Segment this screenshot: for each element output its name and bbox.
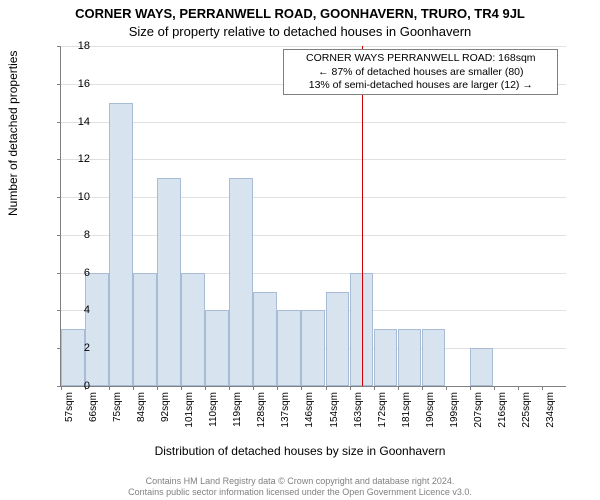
x-tick-mark	[229, 386, 230, 390]
y-tick-label: 16	[60, 78, 90, 90]
x-tick-label: 234sqm	[545, 392, 556, 432]
x-tick-mark	[301, 386, 302, 390]
x-tick-label: 57sqm	[64, 392, 75, 432]
histogram-bar	[229, 178, 253, 386]
histogram-bar	[422, 329, 446, 386]
annot-line1: CORNER WAYS PERRANWELL ROAD: 168sqm	[286, 52, 555, 65]
x-tick-label: 128sqm	[256, 392, 267, 432]
histogram-bar	[253, 292, 277, 386]
gridline-h	[61, 122, 566, 123]
y-tick-label: 2	[60, 342, 90, 354]
histogram-bar	[181, 273, 205, 386]
histogram-bar	[277, 310, 301, 386]
y-tick-label: 0	[60, 380, 90, 392]
x-tick-mark	[494, 386, 495, 390]
chart-container: CORNER WAYS, PERRANWELL ROAD, GOONHAVERN…	[0, 0, 600, 500]
x-tick-label: 154sqm	[329, 392, 340, 432]
x-tick-label: 146sqm	[304, 392, 315, 432]
x-tick-label: 75sqm	[112, 392, 123, 432]
x-tick-mark	[350, 386, 351, 390]
footer-line2: Contains public sector information licen…	[0, 487, 600, 498]
x-tick-mark	[398, 386, 399, 390]
x-tick-mark	[109, 386, 110, 390]
y-tick-label: 18	[60, 40, 90, 52]
histogram-bar	[85, 273, 109, 386]
x-tick-label: 207sqm	[473, 392, 484, 432]
x-tick-label: 137sqm	[280, 392, 291, 432]
chart-title-line1: CORNER WAYS, PERRANWELL ROAD, GOONHAVERN…	[0, 6, 600, 21]
x-tick-label: 110sqm	[208, 392, 219, 432]
x-tick-label: 163sqm	[353, 392, 364, 432]
x-tick-mark	[542, 386, 543, 390]
x-tick-mark	[422, 386, 423, 390]
y-tick-label: 8	[60, 229, 90, 241]
histogram-bar	[133, 273, 157, 386]
footer-line1: Contains HM Land Registry data © Crown c…	[0, 476, 600, 487]
histogram-bar	[109, 103, 133, 386]
histogram-bar	[374, 329, 398, 386]
x-tick-mark	[326, 386, 327, 390]
y-tick-label: 10	[60, 191, 90, 203]
x-tick-label: 190sqm	[425, 392, 436, 432]
marker-line	[362, 46, 363, 386]
histogram-bar	[470, 348, 494, 386]
x-tick-mark	[518, 386, 519, 390]
x-tick-label: 92sqm	[160, 392, 171, 432]
x-tick-label: 216sqm	[497, 392, 508, 432]
x-tick-label: 101sqm	[184, 392, 195, 432]
histogram-bar	[326, 292, 350, 386]
histogram-bar	[61, 329, 85, 386]
x-tick-mark	[205, 386, 206, 390]
x-tick-mark	[157, 386, 158, 390]
y-tick-label: 4	[60, 304, 90, 316]
y-axis-label: Number of detached properties	[6, 51, 20, 216]
x-tick-label: 181sqm	[401, 392, 412, 432]
x-tick-label: 66sqm	[88, 392, 99, 432]
histogram-bar	[205, 310, 229, 386]
plot-area: CORNER WAYS PERRANWELL ROAD: 168sqm← 87%…	[60, 46, 566, 387]
x-tick-label: 84sqm	[136, 392, 147, 432]
histogram-bar	[398, 329, 422, 386]
x-axis-label: Distribution of detached houses by size …	[0, 444, 600, 458]
x-tick-label: 199sqm	[449, 392, 460, 432]
x-tick-mark	[374, 386, 375, 390]
footer-attribution: Contains HM Land Registry data © Crown c…	[0, 476, 600, 498]
x-tick-label: 119sqm	[232, 392, 243, 432]
chart-title-line2: Size of property relative to detached ho…	[0, 24, 600, 39]
y-tick-label: 12	[60, 153, 90, 165]
x-tick-mark	[181, 386, 182, 390]
x-tick-label: 172sqm	[377, 392, 388, 432]
y-tick-label: 14	[60, 116, 90, 128]
histogram-bar	[301, 310, 325, 386]
gridline-h	[61, 46, 566, 47]
annotation-box: CORNER WAYS PERRANWELL ROAD: 168sqm← 87%…	[283, 49, 558, 94]
x-tick-mark	[133, 386, 134, 390]
x-tick-mark	[446, 386, 447, 390]
gridline-h	[61, 235, 566, 236]
gridline-h	[61, 197, 566, 198]
annot-line3: 13% of semi-detached houses are larger (…	[286, 79, 555, 92]
x-tick-label: 225sqm	[521, 392, 532, 432]
x-tick-mark	[470, 386, 471, 390]
annot-line2: ← 87% of detached houses are smaller (80…	[286, 66, 555, 79]
y-tick-label: 6	[60, 267, 90, 279]
gridline-h	[61, 159, 566, 160]
x-tick-mark	[253, 386, 254, 390]
x-tick-mark	[277, 386, 278, 390]
histogram-bar	[157, 178, 181, 386]
